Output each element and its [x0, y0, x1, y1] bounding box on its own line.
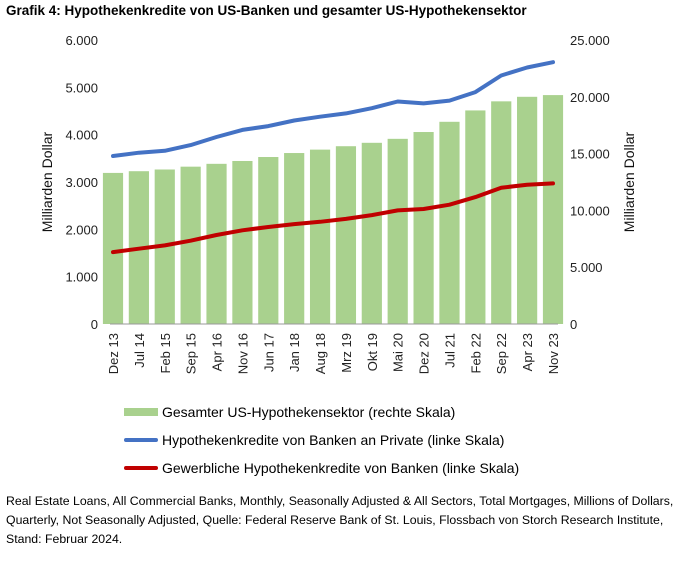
y-right-tick-label: 5.000	[570, 260, 603, 275]
x-tick-label: Jun 17	[261, 333, 276, 372]
x-tick-label: Sep 15	[184, 333, 199, 374]
bar-series-total-mortgages	[102, 95, 564, 325]
bar-total-8	[309, 149, 331, 324]
x-tick-label: Feb 15	[158, 333, 173, 373]
x-tick-label: Feb 22	[468, 333, 483, 373]
bar-total-15	[491, 101, 512, 325]
x-tick-label: Dez 13	[106, 333, 121, 374]
legend-swatch-private	[124, 438, 158, 442]
bar-total-5	[232, 160, 253, 324]
x-tick-label: Aug 18	[313, 333, 328, 374]
chart-title: Grafik 4: Hypothekenkredite von US-Banke…	[6, 3, 527, 18]
bar-total-16	[517, 96, 538, 324]
x-tick-label: Nov 16	[235, 333, 250, 374]
y-left-tick-label: 4.000	[65, 128, 98, 143]
legend-label-total: Gesamter US-Hypothekensektor (rechte Ska…	[162, 404, 456, 420]
y-right-tick-label: 25.000	[570, 33, 610, 48]
x-tick-label: Jul 14	[132, 333, 147, 368]
line-private-loans	[111, 60, 555, 158]
chart: 0 1.000 2.000 3.000 4.000 5.000 6.000 0 5.000 10…	[39, 33, 637, 374]
legend-item-commercial: Gewerbliche Hypothekenkredite von Banken…	[124, 454, 519, 482]
bar-total-14	[465, 110, 486, 324]
legend-label-private: Hypothekenkredite von Banken an Private …	[162, 432, 505, 448]
y-left-tick-label: 0	[91, 317, 98, 332]
bar-total-4	[206, 163, 227, 324]
bar-total-13	[439, 121, 460, 325]
x-tick-label: Apr 16	[210, 333, 225, 371]
x-tick-label: Sep 22	[494, 333, 509, 374]
bar-total-7	[284, 153, 305, 324]
legend-swatch-commercial	[124, 466, 158, 470]
x-tick-label: Jan 18	[287, 333, 302, 372]
legend: Gesamter US-Hypothekensektor (rechte Ska…	[124, 398, 519, 482]
y-right-tick-label: 15.000	[570, 147, 610, 162]
bar-total-10	[361, 142, 382, 324]
y-right-tick-label: 0	[570, 317, 577, 332]
x-tick-label: Nov 23	[546, 333, 561, 374]
bar-total-3	[180, 166, 201, 324]
source-note: Real Estate Loans, All Commercial Banks,…	[6, 494, 674, 546]
y-left-tick-label: 5.000	[65, 80, 98, 95]
x-tick-label: Okt 19	[365, 333, 380, 371]
bar-total-11	[387, 138, 408, 324]
bar-total-0	[102, 172, 124, 324]
legend-item-private: Hypothekenkredite von Banken an Private …	[124, 426, 519, 454]
bar-total-17	[542, 95, 564, 324]
y-axis-left-label: Milliarden Dollar	[39, 131, 55, 232]
y-left-tick-label: 1.000	[65, 270, 98, 285]
x-tick-label: Mai 20	[391, 333, 406, 372]
x-tick-label: Dez 20	[417, 333, 432, 374]
y-right-tick-label: 20.000	[570, 90, 610, 105]
legend-label-commercial: Gewerbliche Hypothekenkredite von Banken…	[162, 460, 520, 476]
legend-item-total: Gesamter US-Hypothekensektor (rechte Ska…	[124, 398, 519, 426]
y-right-tick-label: 10.000	[570, 203, 610, 218]
y-left-tick-label: 3.000	[65, 175, 98, 190]
line-commercial-loans	[111, 181, 555, 255]
bar-total-6	[258, 157, 279, 324]
bar-total-9	[335, 146, 357, 324]
legend-swatch-total	[124, 408, 158, 416]
x-tick-label: Apr 23	[520, 333, 535, 371]
y-left-tick-label: 2.000	[65, 222, 98, 237]
bar-total-12	[413, 132, 434, 324]
y-left-tick-label: 6.000	[65, 33, 98, 48]
x-tick-label: Mrz 19	[339, 333, 354, 373]
x-tick-label: Jul 21	[443, 333, 458, 368]
y-axis-right-label: Milliarden Dollar	[621, 131, 637, 232]
